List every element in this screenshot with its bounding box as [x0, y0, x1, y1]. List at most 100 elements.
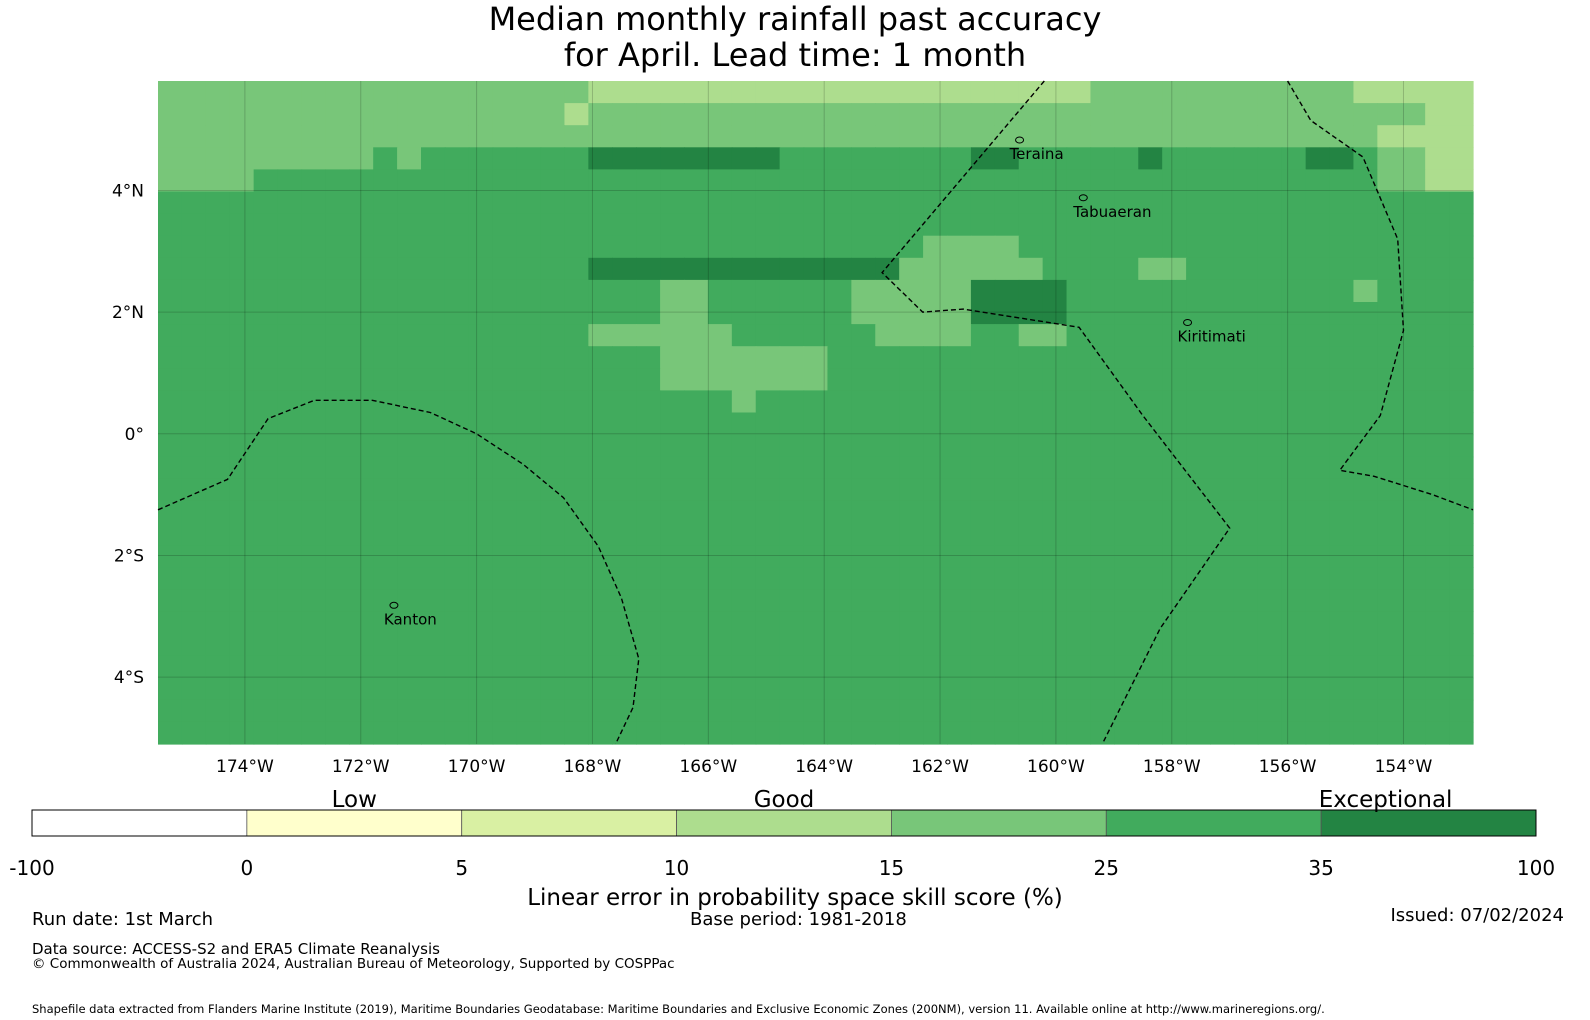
skill-cell	[421, 434, 446, 458]
skill-cell	[875, 500, 900, 524]
skill-cell	[397, 677, 422, 701]
skill-cell	[1066, 235, 1092, 259]
skill-cell	[851, 412, 876, 436]
skill-cell	[1401, 169, 1426, 193]
skill-cell	[158, 589, 183, 612]
skill-cell	[373, 500, 398, 524]
skill-cell	[1042, 611, 1068, 635]
skill-cell	[397, 456, 422, 480]
skill-cell	[181, 368, 207, 391]
skill-cell	[325, 257, 350, 281]
skill-cell	[301, 81, 326, 104]
skill-cell	[1281, 456, 1307, 480]
skill-cell	[1353, 412, 1378, 436]
skill-cell	[875, 257, 900, 281]
skill-cell	[205, 589, 231, 612]
skill-cell	[970, 478, 996, 502]
skill-cell	[707, 125, 733, 148]
skill-cell	[994, 434, 1020, 458]
skill-cell	[277, 478, 303, 502]
skill-cell	[827, 279, 852, 303]
skill-cell	[588, 412, 613, 436]
skill-cell	[684, 390, 709, 414]
skill-cell	[421, 191, 446, 215]
skill-cell	[1305, 434, 1331, 458]
skill-cell	[1066, 456, 1092, 480]
skill-cell	[277, 279, 303, 303]
skill-cell	[1090, 368, 1115, 391]
skill-cell	[779, 721, 805, 745]
skill-cell	[707, 611, 733, 635]
skill-cell	[468, 324, 494, 347]
skill-cell	[1425, 545, 1450, 568]
skill-cell	[1425, 589, 1450, 612]
skill-cell	[1233, 567, 1259, 590]
skill-cell	[1305, 677, 1331, 701]
skill-cell	[707, 368, 733, 391]
skill-cell	[1329, 699, 1355, 723]
skill-cell	[492, 125, 518, 148]
skill-cell	[1257, 169, 1283, 193]
skill-cell	[1305, 699, 1331, 723]
skill-cell	[158, 169, 183, 193]
skill-cell	[636, 169, 661, 193]
skill-cell	[1114, 279, 1139, 303]
skill-cell	[612, 125, 637, 148]
skill-cell	[779, 677, 805, 701]
skill-cell	[1449, 346, 1474, 369]
skill-cell	[1018, 567, 1044, 590]
skill-cell	[1425, 390, 1450, 414]
skill-cell	[1377, 655, 1402, 679]
skill-cell	[325, 324, 350, 347]
skill-cell	[444, 655, 470, 679]
skill-cell	[253, 302, 279, 325]
colorbar-tick-label: -100	[9, 856, 55, 880]
skill-cell	[612, 633, 637, 657]
skill-cell	[1233, 655, 1259, 679]
skill-cell	[755, 500, 781, 524]
skill-cell	[564, 633, 589, 657]
skill-cell	[875, 279, 900, 303]
skill-cell	[1233, 302, 1259, 325]
skill-cell	[301, 655, 326, 679]
skill-cell	[468, 81, 494, 104]
skill-cell	[181, 324, 207, 347]
skill-cell	[875, 191, 900, 215]
skill-cell	[636, 478, 661, 502]
skill-cell	[397, 81, 422, 104]
skill-cell	[1018, 103, 1044, 126]
skill-cell	[636, 147, 661, 170]
skill-cell	[731, 324, 757, 347]
skill-cell	[1138, 500, 1163, 524]
skill-cell	[588, 500, 613, 524]
skill-cell	[707, 699, 733, 723]
skill-cell	[731, 456, 757, 480]
skill-cell	[1162, 279, 1187, 303]
skill-cell	[540, 500, 566, 524]
skill-cell	[1353, 611, 1378, 635]
skill-cell	[899, 103, 924, 126]
skill-cell	[1305, 545, 1331, 568]
skill-cell	[468, 147, 494, 170]
skill-cell	[1281, 699, 1307, 723]
skill-cell	[851, 434, 876, 458]
skill-cell	[1186, 279, 1211, 303]
skill-cell	[1329, 103, 1355, 126]
skill-cell	[1090, 567, 1115, 590]
skill-cell	[540, 169, 566, 193]
skill-cell	[1186, 81, 1211, 104]
skill-cell	[564, 235, 589, 259]
base-period: Base period: 1981-2018	[690, 909, 907, 930]
skill-cell	[1329, 434, 1355, 458]
skill-cell	[444, 257, 470, 281]
skill-cell	[181, 103, 207, 126]
skill-cell	[1090, 545, 1115, 568]
skill-cell	[612, 611, 637, 635]
skill-cell	[1042, 434, 1068, 458]
skill-cell	[588, 81, 613, 104]
skill-cell	[1401, 721, 1426, 745]
skill-cell	[779, 302, 805, 325]
skill-cell	[1042, 633, 1068, 657]
skill-cell	[755, 721, 781, 745]
skill-cell	[1305, 500, 1331, 524]
